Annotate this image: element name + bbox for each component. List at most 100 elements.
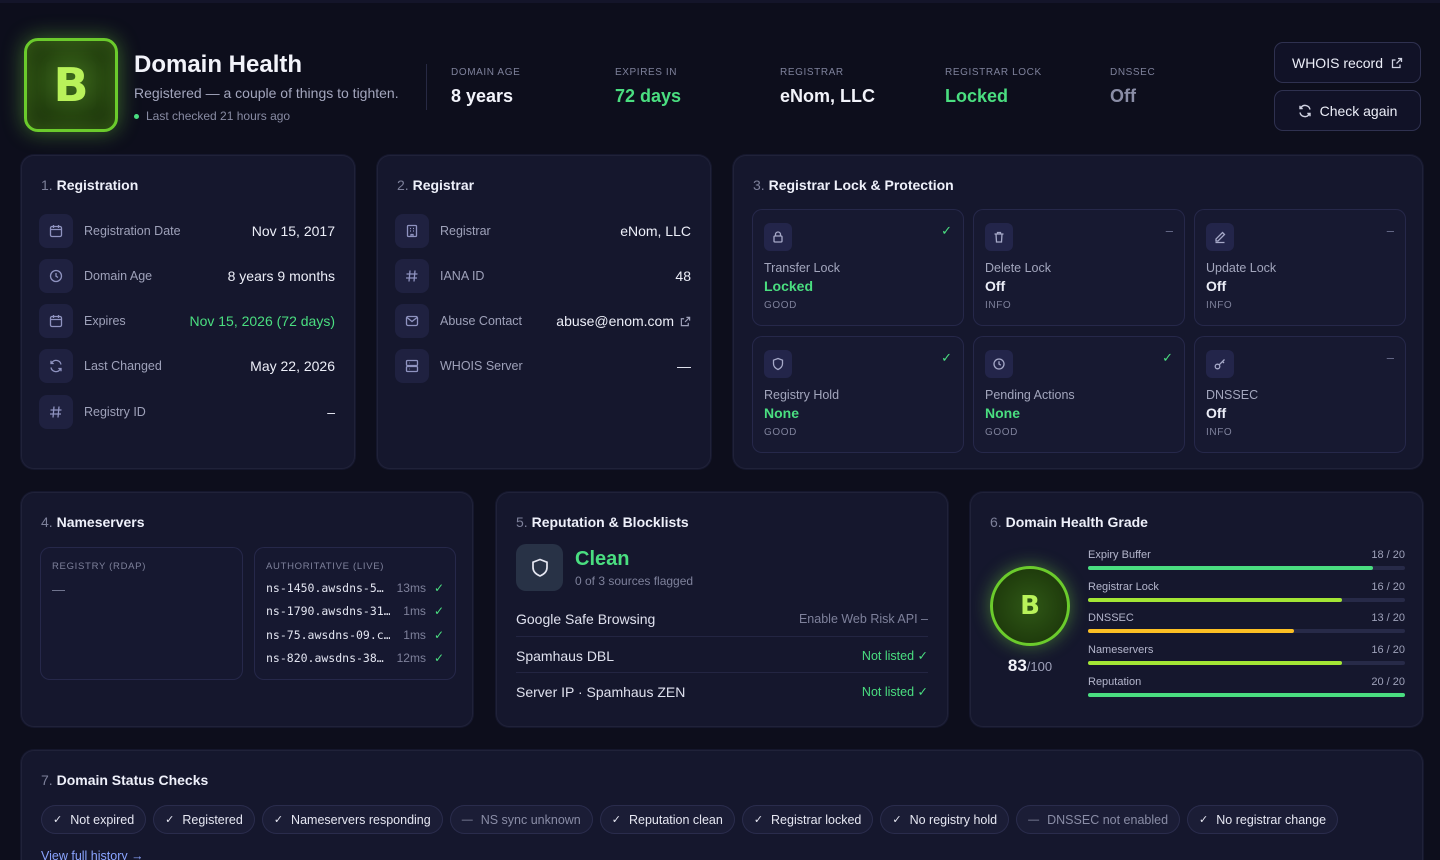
bar-fill bbox=[1088, 661, 1342, 665]
card-title: 4. Nameservers bbox=[41, 514, 145, 530]
check-icon: ✓ bbox=[1199, 814, 1209, 826]
chip-label: Reputation clean bbox=[628, 812, 723, 827]
bar-track bbox=[1088, 566, 1405, 570]
panel-header: AUTHORITATIVE (LIVE) bbox=[266, 561, 385, 572]
tile-label: Transfer Lock bbox=[764, 261, 840, 275]
abuse-contact-link[interactable]: abuse@enom.com bbox=[556, 313, 691, 329]
bar-track bbox=[1088, 661, 1405, 665]
enable-web-risk-link[interactable]: Enable Web Risk API – bbox=[799, 612, 928, 626]
sources-flagged: 0 of 3 sources flagged bbox=[575, 574, 694, 588]
whois-record-label: WHOIS record bbox=[1291, 54, 1383, 71]
tile-status: INFO bbox=[1206, 300, 1233, 311]
chip-label: Registered bbox=[182, 812, 243, 827]
check-again-button[interactable]: Check again bbox=[1274, 90, 1421, 131]
key-icon bbox=[1206, 350, 1234, 378]
check-again-label: Check again bbox=[1319, 102, 1398, 119]
card-number: 3. bbox=[753, 177, 765, 193]
chip-label: Nameservers responding bbox=[291, 812, 431, 827]
card-title-text: Registrar bbox=[412, 177, 475, 193]
tile-value: None bbox=[764, 405, 799, 421]
grade-letter: B bbox=[1020, 591, 1040, 621]
hash-icon bbox=[39, 395, 73, 429]
ns-row: ns-1450.awsdns-5… 13ms ✓ bbox=[266, 580, 444, 596]
bar-label: Registrar Lock bbox=[1088, 581, 1159, 593]
check-icon: ✓ bbox=[1162, 350, 1173, 365]
registry-id-row: Registry ID – bbox=[39, 395, 335, 429]
check-icon: ✓ bbox=[433, 581, 444, 595]
card-number: 7. bbox=[41, 772, 53, 788]
ns-name: ns-1790.awsdns-31… bbox=[266, 604, 390, 618]
registry-hold-tile: ✓ Registry Hold None GOOD bbox=[752, 336, 964, 453]
bar-fill bbox=[1088, 598, 1342, 602]
dnssec-tile: – DNSSEC Off INFO bbox=[1194, 336, 1406, 453]
status-chip: ✓ No registrar change bbox=[1187, 805, 1339, 834]
blocklist-row: Server IP · Spamhaus ZEN Not listed ✓ bbox=[516, 673, 928, 709]
dash-icon: – bbox=[1386, 223, 1394, 238]
row-value: Nov 15, 2017 bbox=[251, 223, 335, 239]
status-chip: ✓ Nameservers responding bbox=[261, 805, 443, 834]
bar-fill bbox=[1088, 566, 1374, 570]
whois-record-button[interactable]: WHOIS record bbox=[1274, 42, 1421, 83]
chip-label: NS sync unknown bbox=[480, 812, 581, 827]
registrar-card: 2. Registrar Registrar eNom, LLC IANA ID 4… bbox=[376, 154, 712, 470]
grade-bar: Registrar Lock 16 / 20 bbox=[1088, 581, 1405, 602]
ns-latency: 13ms bbox=[396, 581, 426, 595]
status-chip: ✓ Reputation clean bbox=[599, 805, 735, 834]
ns-latency: 12ms bbox=[396, 651, 426, 665]
tile-value: Off bbox=[985, 278, 1006, 294]
last-checked-text: Last checked 21 hours ago bbox=[146, 109, 291, 123]
stat-label: EXPIRES IN bbox=[615, 67, 678, 78]
last-changed-row: Last Changed May 22, 2026 bbox=[39, 349, 335, 383]
row-value: — bbox=[677, 358, 691, 374]
registration-card: 1. Registration Registration Date Nov 15,… bbox=[20, 154, 356, 470]
chip-label: Registrar locked bbox=[771, 812, 862, 827]
ns-name: ns-75.awsdns-09.c… bbox=[266, 628, 390, 642]
stat-dnssec: DNSSEC Off bbox=[1110, 67, 1155, 107]
dash-icon: – bbox=[1386, 350, 1394, 365]
status-checks-card: 7. Domain Status Checks ✓ Not expired ✓ Reg… bbox=[20, 749, 1424, 860]
grade-bar: DNSSEC 13 / 20 bbox=[1088, 612, 1405, 633]
check-icon: ✓ bbox=[941, 350, 952, 365]
tile-label: Delete Lock bbox=[985, 261, 1052, 275]
score-max: /100 bbox=[1026, 659, 1053, 674]
check-icon: ✓ bbox=[433, 604, 444, 618]
stat-value: Off bbox=[1110, 86, 1136, 106]
abuse-contact-row: Abuse Contact abuse@enom.com bbox=[395, 304, 691, 338]
bar-score: 20 / 20 bbox=[1371, 676, 1405, 688]
row-label: IANA ID bbox=[440, 269, 485, 283]
shield-icon bbox=[764, 350, 792, 378]
registry-ns-panel: REGISTRY (RDAP) — bbox=[40, 547, 243, 680]
card-title-text: Registration bbox=[56, 177, 139, 193]
check-icon: ✓ bbox=[165, 814, 175, 826]
card-title-text: Registrar Lock & Protection bbox=[768, 177, 954, 193]
check-icon: ✓ bbox=[433, 651, 444, 665]
card-number: 4. bbox=[41, 514, 53, 530]
status-chip: — DNSSEC not enabled bbox=[1016, 805, 1181, 834]
transfer-lock-tile: ✓ Transfer Lock Locked GOOD bbox=[752, 209, 964, 326]
tile-label: Pending Actions bbox=[985, 388, 1075, 402]
whois-server-row: WHOIS Server — bbox=[395, 349, 691, 383]
card-title: 6. Domain Health Grade bbox=[990, 514, 1148, 530]
bar-fill bbox=[1088, 629, 1295, 633]
delete-lock-tile: – Delete Lock Off INFO bbox=[973, 209, 1185, 326]
chip-label: Not expired bbox=[70, 812, 135, 827]
view-history-link[interactable]: View full history → bbox=[41, 849, 144, 860]
registration-date-row: Registration Date Nov 15, 2017 bbox=[39, 214, 335, 248]
grade-bar: Nameservers 16 / 20 bbox=[1088, 644, 1405, 665]
stat-value: 8 years bbox=[451, 86, 514, 106]
ns-latency: 1ms bbox=[403, 604, 426, 618]
blocklist-row: Google Safe Browsing Enable Web Risk API… bbox=[516, 601, 928, 637]
row-label: WHOIS Server bbox=[440, 359, 523, 373]
score-value: 83 bbox=[1007, 656, 1027, 675]
status-chip: ✓ Not expired bbox=[41, 805, 147, 834]
protection-card: 3. Registrar Lock & Protection ✓ Transfe… bbox=[732, 154, 1424, 470]
ns-row: ns-75.awsdns-09.c… 1ms ✓ bbox=[266, 627, 444, 643]
dash-icon: — bbox=[1028, 813, 1040, 826]
health-grade-card: 6. Domain Health Grade B 83/100 Expiry B… bbox=[969, 491, 1424, 728]
chip-label: DNSSEC not enabled bbox=[1047, 812, 1169, 827]
row-value: Nov 15, 2026 (72 days) bbox=[189, 313, 335, 329]
check-icon: ✓ bbox=[941, 223, 952, 238]
stat-value: 72 days bbox=[615, 86, 682, 106]
stat-label: DNSSEC bbox=[1110, 67, 1156, 78]
card-title-text: Nameservers bbox=[56, 514, 145, 530]
